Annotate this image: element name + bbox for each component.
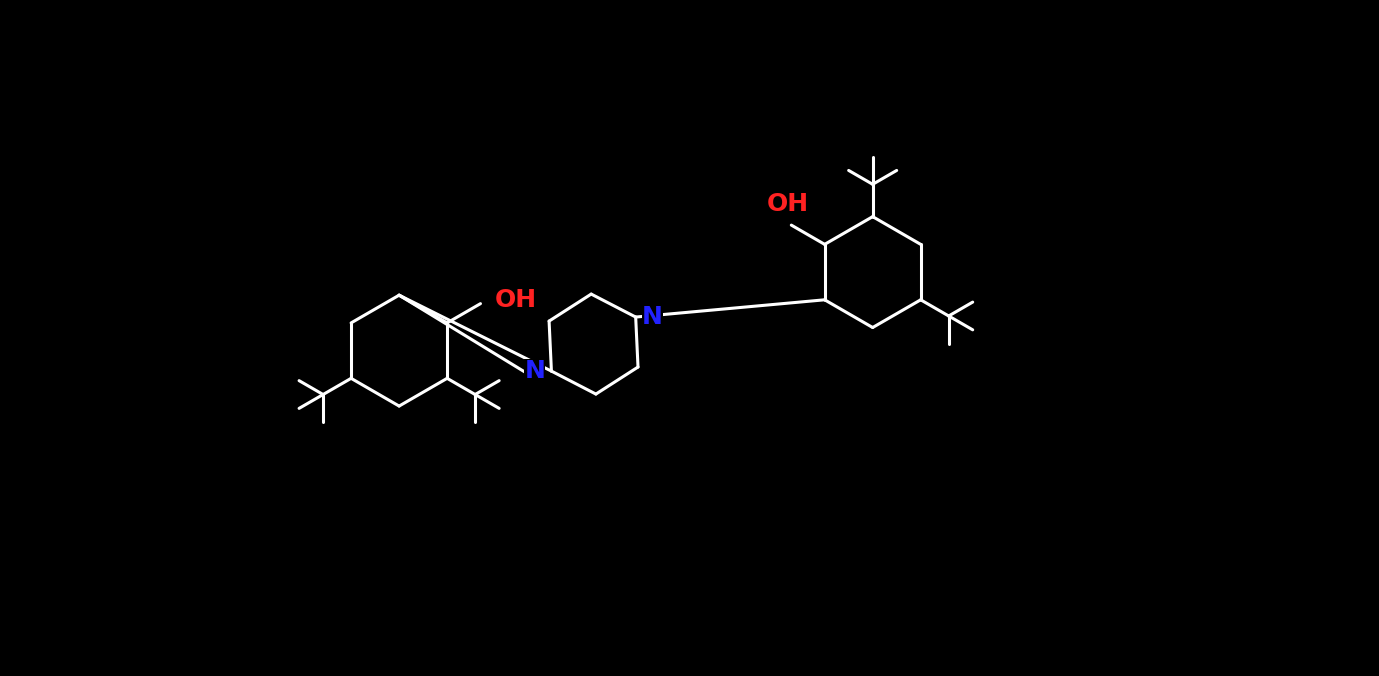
- Text: OH: OH: [767, 192, 808, 216]
- Text: OH: OH: [494, 288, 536, 312]
- Text: N: N: [641, 305, 663, 329]
- Text: N: N: [524, 359, 545, 383]
